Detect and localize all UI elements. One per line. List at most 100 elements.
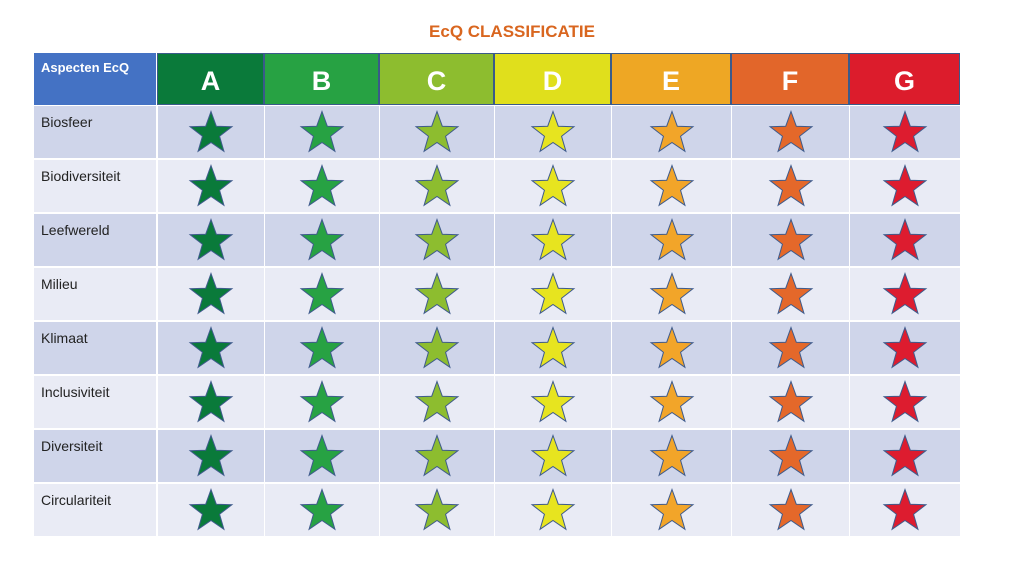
table-cell [495, 106, 611, 158]
table-cell [380, 430, 494, 482]
row-label: Inclusiviteit [34, 376, 156, 428]
table-cell [732, 430, 849, 482]
star-icon [530, 164, 576, 207]
row-label: Diversiteit [34, 430, 156, 482]
star-icon [530, 380, 576, 423]
table-cell [380, 484, 494, 536]
star-icon [768, 272, 813, 315]
table-cell [158, 160, 264, 212]
table-cell [158, 484, 264, 536]
star-icon [188, 434, 234, 477]
star-icon [882, 434, 928, 477]
table-cell [495, 322, 611, 374]
star-icon [768, 488, 813, 531]
class-header-c: C [379, 53, 494, 105]
row-label: Milieu [34, 268, 156, 320]
table-cell [265, 268, 379, 320]
table-cell [158, 430, 264, 482]
star-icon [768, 218, 813, 261]
table-cell [265, 160, 379, 212]
star-icon [649, 434, 694, 477]
star-icon [299, 380, 345, 423]
star-icon [299, 218, 345, 261]
table-cell [495, 268, 611, 320]
row-label: Klimaat [34, 322, 156, 374]
star-icon [414, 380, 460, 423]
table-cell [612, 160, 731, 212]
star-icon [530, 488, 576, 531]
star-icon [414, 488, 460, 531]
table-cell [158, 106, 264, 158]
table-cell [612, 214, 731, 266]
table-cell [850, 160, 960, 212]
table-cell [612, 376, 731, 428]
star-icon [649, 164, 694, 207]
table-cell [380, 376, 494, 428]
table-cell [732, 376, 849, 428]
star-icon [649, 326, 694, 369]
star-icon [299, 110, 345, 153]
table-cell [850, 376, 960, 428]
table-cell [850, 214, 960, 266]
star-icon [882, 380, 928, 423]
table-cell [732, 106, 849, 158]
table-cell [612, 484, 731, 536]
star-icon [882, 218, 928, 261]
table-cell [380, 214, 494, 266]
table-cell [732, 484, 849, 536]
table-cell [158, 214, 264, 266]
class-header-e: E [611, 53, 731, 105]
table-cell [158, 322, 264, 374]
table-cell [158, 376, 264, 428]
star-icon [530, 272, 576, 315]
table-cell [850, 430, 960, 482]
star-icon [882, 164, 928, 207]
table-cell [265, 214, 379, 266]
star-icon [768, 110, 813, 153]
star-icon [299, 272, 345, 315]
table-cell [612, 322, 731, 374]
star-icon [188, 272, 234, 315]
row-label: Circulariteit [34, 484, 156, 536]
star-icon [188, 380, 234, 423]
table-cell [612, 106, 731, 158]
table-cell [850, 268, 960, 320]
table-cell [380, 322, 494, 374]
table-cell [850, 106, 960, 158]
star-icon [414, 110, 460, 153]
page-title: EcQ CLASSIFICATIE [429, 22, 595, 41]
row-label: Biodiversiteit [34, 160, 156, 212]
star-icon [188, 164, 234, 207]
star-icon [649, 488, 694, 531]
star-icon [649, 272, 694, 315]
class-header-f: F [731, 53, 849, 105]
table-cell [850, 322, 960, 374]
table-cell [380, 268, 494, 320]
star-icon [188, 488, 234, 531]
table-cell [732, 214, 849, 266]
star-icon [768, 380, 813, 423]
star-icon [414, 434, 460, 477]
star-icon [768, 164, 813, 207]
class-header-d: D [494, 53, 611, 105]
star-icon [882, 272, 928, 315]
table-cell [265, 484, 379, 536]
table-cell [495, 214, 611, 266]
star-icon [414, 272, 460, 315]
table-cell [380, 160, 494, 212]
table-cell [732, 322, 849, 374]
star-icon [768, 434, 813, 477]
star-icon [188, 110, 234, 153]
star-icon [414, 326, 460, 369]
star-icon [768, 326, 813, 369]
star-icon [414, 218, 460, 261]
table-cell [265, 322, 379, 374]
star-icon [882, 488, 928, 531]
row-label: Leefwereld [34, 214, 156, 266]
table-cell [495, 430, 611, 482]
star-icon [188, 326, 234, 369]
star-icon [299, 434, 345, 477]
star-icon [299, 326, 345, 369]
star-icon [530, 434, 576, 477]
